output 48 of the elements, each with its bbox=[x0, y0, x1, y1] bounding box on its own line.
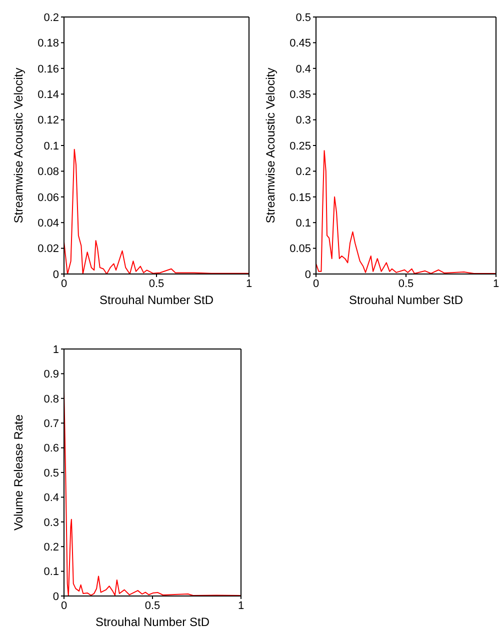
y-tick-label: 0 bbox=[304, 268, 311, 281]
y-tick-label: 0.14 bbox=[38, 89, 59, 102]
y-tick-label: 0.16 bbox=[38, 63, 59, 76]
y-tick-label: 0.2 bbox=[296, 166, 311, 178]
y-tick-label: 0.02 bbox=[38, 243, 59, 256]
y-axis-title: Volume Release Rate bbox=[11, 414, 26, 531]
y-tick-label: 0.4 bbox=[44, 492, 59, 504]
y-axis-title: Streamwise Acoustic Velocity bbox=[263, 68, 278, 224]
y-tick-label: 0.9 bbox=[44, 368, 59, 381]
y-tick-label: 0 bbox=[52, 590, 59, 603]
y-tick-label: 0.12 bbox=[38, 114, 59, 127]
y-tick-label: 0 bbox=[52, 268, 59, 281]
y-tick-label: 1 bbox=[52, 344, 59, 356]
x-tick-label: 1 bbox=[238, 600, 244, 612]
x-tick-label: 0.5 bbox=[398, 278, 414, 290]
x-tick-label: 0.5 bbox=[144, 600, 160, 612]
x-tick-label: 0.5 bbox=[148, 278, 164, 290]
y-tick-label: 0.05 bbox=[290, 243, 311, 256]
y-tick-label: 0.7 bbox=[44, 418, 59, 430]
y-tick-label: 0.06 bbox=[38, 192, 59, 204]
x-axis-title: Strouhal Number StD bbox=[99, 293, 214, 307]
y-tick-label: 0.15 bbox=[290, 192, 311, 204]
x-tick-label: 0 bbox=[60, 600, 68, 612]
y-tick-label: 0.45 bbox=[290, 38, 311, 50]
x-axis-title: Strouhal Number StD bbox=[95, 615, 210, 629]
y-tick-label: 0.3 bbox=[44, 516, 59, 529]
y-tick-label: 0.5 bbox=[296, 12, 311, 24]
y-tick-label: 0.1 bbox=[44, 566, 59, 578]
y-tick-label: 0.04 bbox=[38, 218, 59, 230]
y-tick-label: 0.1 bbox=[296, 218, 311, 230]
y-tick-label: 0.2 bbox=[44, 542, 59, 554]
x-tick-label: 0 bbox=[60, 278, 68, 290]
y-tick-label: 0.08 bbox=[38, 166, 59, 178]
x-axis-title: Strouhal Number StD bbox=[348, 293, 464, 307]
y-axis-title: Streamwise Acoustic Velocity bbox=[11, 68, 26, 224]
x-tick-label: 0 bbox=[312, 278, 320, 290]
y-tick-label: 0.5 bbox=[44, 467, 59, 480]
y-tick-label: 0.6 bbox=[44, 442, 59, 455]
x-tick-label: 1 bbox=[246, 278, 252, 290]
y-tick-label: 0.1 bbox=[44, 140, 59, 152]
y-tick-label: 0.4 bbox=[296, 63, 311, 76]
y-tick-label: 0.2 bbox=[44, 12, 59, 24]
x-tick-label: 1 bbox=[492, 278, 500, 290]
y-tick-label: 0.35 bbox=[290, 89, 311, 102]
y-tick-label: 0.18 bbox=[38, 38, 59, 50]
y-tick-label: 0.25 bbox=[290, 140, 311, 152]
y-tick-label: 0.3 bbox=[296, 114, 311, 127]
y-tick-label: 0.8 bbox=[44, 393, 59, 406]
